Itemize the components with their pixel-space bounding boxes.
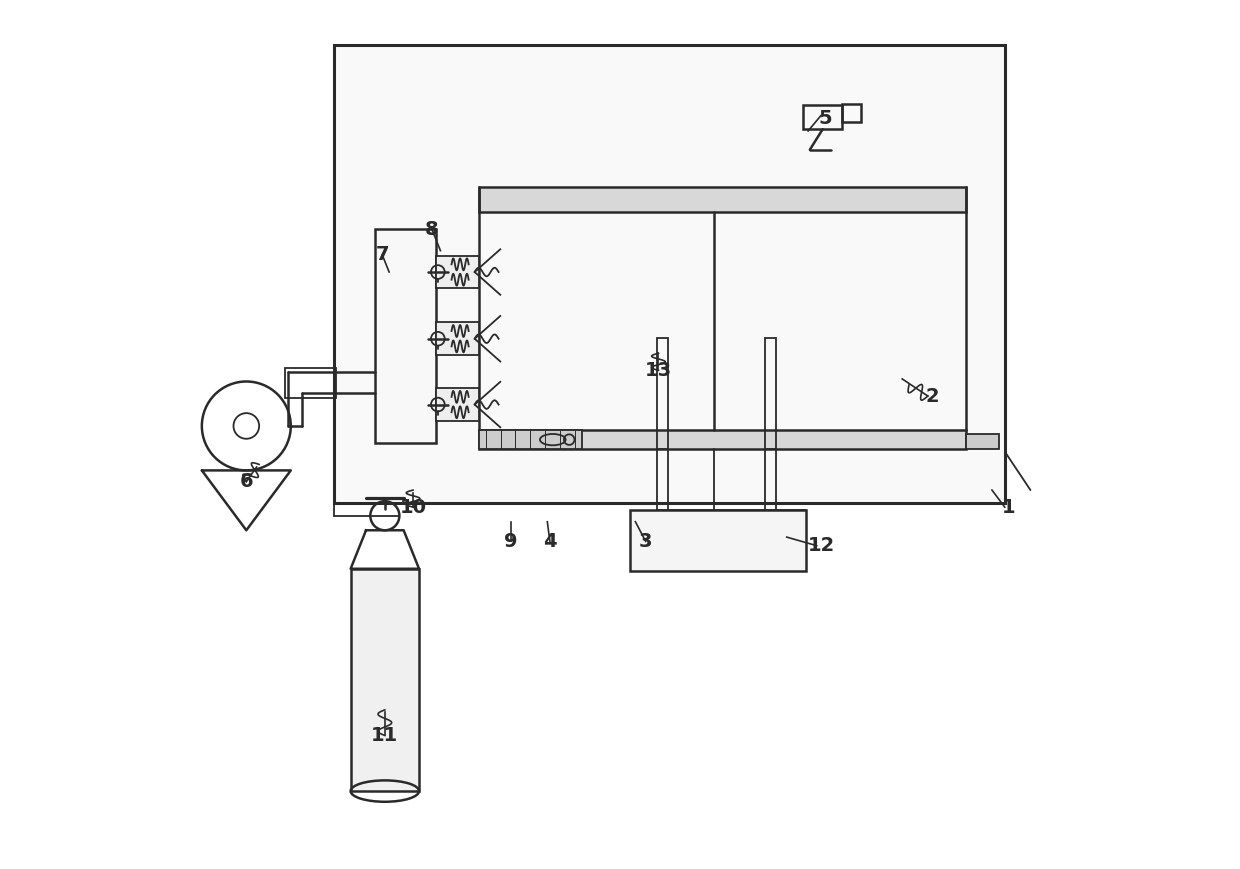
Bar: [479, 187, 966, 212]
Text: 7: 7: [376, 245, 389, 264]
Text: 11: 11: [371, 726, 398, 745]
Text: 8: 8: [425, 220, 439, 239]
Bar: [351, 568, 419, 791]
Bar: [630, 510, 806, 571]
Text: 9: 9: [503, 532, 517, 551]
Text: 13: 13: [645, 361, 672, 380]
Bar: [479, 430, 582, 449]
Bar: [436, 255, 479, 289]
Text: 12: 12: [807, 536, 835, 555]
Bar: [657, 338, 668, 449]
Bar: [334, 45, 1004, 503]
Bar: [765, 338, 776, 449]
Text: 5: 5: [818, 109, 832, 128]
Bar: [374, 229, 436, 443]
Bar: [479, 430, 966, 449]
Text: 2: 2: [925, 387, 939, 406]
Text: 1: 1: [1002, 498, 1016, 517]
Bar: [842, 103, 861, 123]
Text: 6: 6: [239, 472, 253, 491]
Text: 4: 4: [543, 532, 557, 551]
Bar: [966, 434, 998, 449]
Text: 10: 10: [399, 498, 427, 517]
Bar: [436, 388, 479, 421]
Bar: [436, 322, 479, 355]
Bar: [285, 368, 336, 398]
Text: 3: 3: [639, 532, 652, 551]
